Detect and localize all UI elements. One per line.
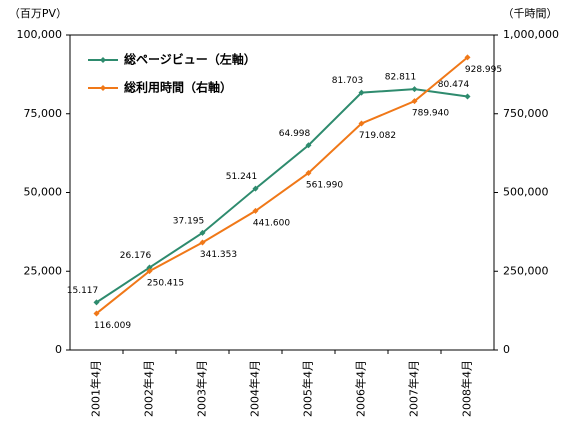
value-label: 928.995 xyxy=(465,65,502,75)
marker xyxy=(464,54,471,61)
x-tick-label: 2003年4月 xyxy=(195,360,209,417)
legend-marker xyxy=(100,85,106,91)
value-label: 15.117 xyxy=(67,286,99,296)
series-line xyxy=(95,88,468,304)
x-tick-label: 2005年4月 xyxy=(301,360,315,417)
x-tick-label: 2002年4月 xyxy=(142,360,156,417)
y2-tick-label: 1,000,000 xyxy=(503,28,559,41)
legend-label: 総利用時間（右軸） xyxy=(124,80,232,95)
value-label: 37.195 xyxy=(173,216,205,226)
marker xyxy=(93,310,100,317)
x-tick-label: 2007年4月 xyxy=(407,360,421,417)
value-label: 561.990 xyxy=(306,180,343,190)
y2-unit-label: （千時間） xyxy=(503,7,558,20)
marker xyxy=(199,239,206,246)
marker xyxy=(411,98,418,105)
value-label: 250.415 xyxy=(147,279,184,289)
marker xyxy=(358,120,365,127)
marker xyxy=(305,142,312,149)
legend-marker xyxy=(100,57,106,63)
y2-tick-label: 500,000 xyxy=(503,186,549,199)
y-tick-label: 100,000 xyxy=(17,28,63,41)
value-label: 116.009 xyxy=(94,321,131,331)
marker xyxy=(199,229,206,236)
x-tick-label: 2008年4月 xyxy=(460,360,474,417)
y-tick-label: 75,000 xyxy=(24,107,63,120)
y-tick-label: 0 xyxy=(55,343,62,356)
y-tick-label: 50,000 xyxy=(24,186,63,199)
value-label: 441.600 xyxy=(253,218,290,228)
y2-tick-label: 250,000 xyxy=(503,264,549,277)
marker xyxy=(146,268,153,275)
marker xyxy=(464,93,471,100)
x-tick-label: 2004年4月 xyxy=(248,360,262,417)
marker xyxy=(411,86,418,93)
value-label: 719.082 xyxy=(359,131,396,141)
value-label: 64.998 xyxy=(279,129,311,139)
marker xyxy=(252,185,259,192)
value-label: 82.811 xyxy=(385,73,417,83)
series-line xyxy=(95,56,469,315)
marker xyxy=(305,169,312,176)
value-label: 789.940 xyxy=(412,109,449,119)
x-tick-label: 2001年4月 xyxy=(89,360,103,417)
marker xyxy=(146,264,153,271)
y-unit-label: （百万PV） xyxy=(9,7,67,20)
value-label: 80.474 xyxy=(438,80,470,90)
y2-tick-label: 750,000 xyxy=(503,107,549,120)
value-label: 51.241 xyxy=(226,172,258,182)
value-label: 341.353 xyxy=(200,250,237,260)
marker xyxy=(252,207,259,214)
y-tick-label: 25,000 xyxy=(24,264,63,277)
x-tick-label: 2006年4月 xyxy=(354,360,368,417)
y2-tick-label: 0 xyxy=(503,343,510,356)
marker xyxy=(93,299,100,306)
value-label: 26.176 xyxy=(120,251,152,261)
marker xyxy=(358,89,365,96)
value-label: 81.703 xyxy=(332,76,364,86)
legend-label: 総ページビュー（左軸） xyxy=(124,52,256,67)
